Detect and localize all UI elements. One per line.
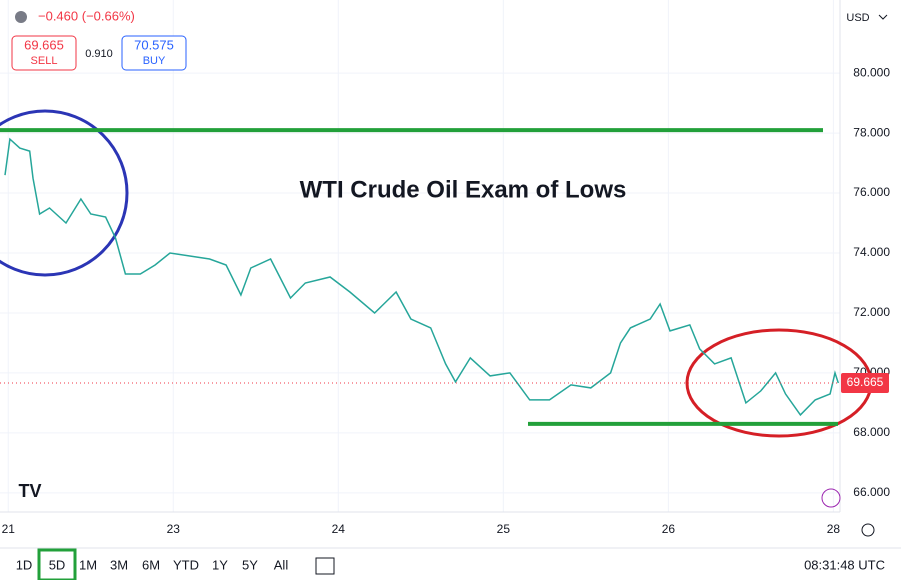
range-button[interactable]: 1Y [212, 557, 228, 572]
price-tag-label: 69.665 [847, 375, 884, 389]
settings-icon[interactable] [861, 523, 875, 537]
buy-label: BUY [143, 55, 166, 67]
y-tick-label: 80.000 [853, 65, 890, 79]
price-change: −0.460 (−0.66%) [38, 8, 135, 23]
x-tick-label: 23 [167, 522, 181, 536]
sell-button[interactable] [11, 35, 77, 71]
y-tick-label: 68.000 [853, 425, 890, 439]
range-active [37, 548, 77, 580]
y-tick-label: 76.000 [853, 185, 890, 199]
x-tick-label: 25 [497, 522, 511, 536]
x-tick-label: 26 [662, 522, 676, 536]
range-button[interactable]: 5Y [242, 557, 258, 572]
status-dot [15, 11, 27, 23]
buy-price: 70.575 [134, 37, 174, 52]
logo: TV [18, 481, 41, 501]
price-tag [841, 372, 889, 393]
y-tick-label: 66.000 [853, 485, 890, 499]
x-tick-label: 24 [332, 522, 346, 536]
range-button[interactable]: All [274, 557, 289, 572]
sell-label: SELL [31, 55, 58, 67]
calendar-icon[interactable] [315, 557, 335, 575]
event-icon[interactable] [821, 488, 841, 508]
currency[interactable]: USD [846, 12, 869, 24]
range-button[interactable]: 3M [110, 557, 128, 572]
x-tick-label: 28 [827, 522, 841, 536]
price-line [4, 137, 840, 417]
range-button[interactable]: 1D [16, 557, 33, 572]
range-button[interactable]: YTD [173, 557, 199, 572]
range-button[interactable]: 6M [142, 557, 160, 572]
currency-caret [878, 14, 888, 20]
x-tick-label: 21 [2, 522, 16, 536]
highlight-circle [0, 109, 129, 277]
sell-price: 69.665 [24, 37, 64, 52]
chart-title: WTI Crude Oil Exam of Lows [300, 176, 627, 203]
y-tick-label: 72.000 [853, 305, 890, 319]
y-tick-label: 78.000 [853, 125, 890, 139]
range-button[interactable]: 5D [49, 557, 66, 572]
range-button[interactable]: 1M [79, 557, 97, 572]
clock: 08:31:48 UTC [804, 557, 885, 572]
spread: 0.910 [85, 48, 113, 60]
y-tick-label: 74.000 [853, 245, 890, 259]
buy-button[interactable] [121, 35, 187, 71]
